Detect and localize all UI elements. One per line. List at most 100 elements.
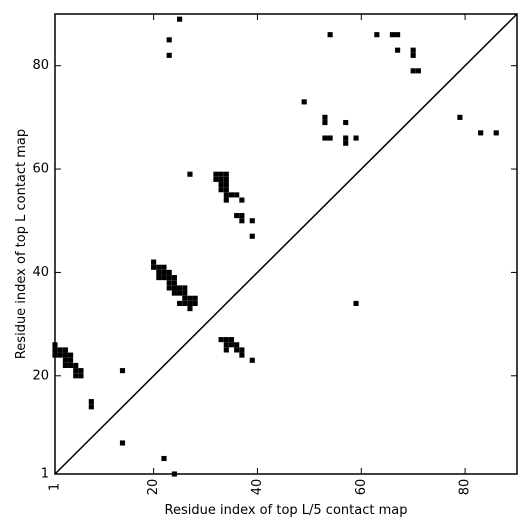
x-tick-label: 80 — [458, 479, 473, 496]
contact-point — [343, 135, 349, 141]
contact-point — [182, 295, 188, 301]
contact-point — [218, 187, 224, 193]
contact-point — [73, 368, 79, 374]
contact-point — [218, 176, 224, 182]
contact-point — [223, 182, 229, 188]
contact-point — [234, 192, 240, 198]
contact-point — [182, 300, 188, 306]
contact-point — [151, 259, 157, 265]
contact-point — [88, 404, 94, 410]
contact-point — [249, 357, 255, 363]
contact-point — [239, 197, 245, 203]
contact-point — [156, 269, 162, 275]
contact-point — [177, 290, 183, 296]
contact-point — [223, 171, 229, 177]
contact-point — [239, 213, 245, 219]
contact-point — [73, 362, 79, 369]
contact-point — [478, 130, 484, 136]
contact-point — [62, 352, 68, 358]
contact-point — [192, 295, 198, 301]
contact-point — [62, 347, 68, 353]
contact-point — [182, 285, 188, 291]
contact-point — [395, 47, 401, 53]
contact-point — [374, 32, 380, 38]
contact-point — [177, 285, 183, 291]
contact-point — [78, 373, 84, 379]
contact-point — [161, 275, 167, 281]
contact-point — [166, 269, 172, 275]
contact-point — [166, 37, 172, 43]
contact-point — [187, 300, 193, 306]
contact-point — [73, 373, 79, 379]
contact-point — [353, 135, 359, 141]
y-tick-label: 80 — [32, 58, 49, 73]
contact-point — [218, 182, 224, 188]
contact-point — [410, 52, 416, 58]
contact-point — [493, 130, 499, 136]
contact-point — [161, 455, 167, 462]
contact-point — [62, 357, 68, 363]
contact-point — [166, 285, 172, 291]
contact-point — [177, 16, 183, 22]
contact-point — [166, 52, 172, 58]
plot-area — [52, 13, 518, 477]
contact-point — [228, 337, 235, 343]
contact-point — [249, 218, 255, 224]
contact-point — [327, 135, 333, 141]
contact-point — [187, 171, 193, 177]
y-tick-label: 40 — [32, 265, 49, 280]
contact-point — [68, 362, 74, 369]
contact-point — [166, 280, 172, 286]
contact-point — [52, 342, 58, 348]
contact-point — [156, 264, 162, 270]
contact-point — [223, 187, 229, 193]
contact-point — [88, 399, 94, 405]
contact-point — [343, 119, 349, 126]
diagonal-line — [54, 13, 518, 475]
contact-point — [301, 99, 307, 105]
contact-point — [343, 140, 349, 146]
contact-point — [223, 192, 229, 198]
contact-point — [57, 352, 63, 358]
contact-point — [177, 300, 183, 306]
contact-point — [234, 213, 240, 219]
contact-point — [223, 342, 229, 348]
contact-point — [182, 290, 188, 296]
contact-point — [353, 300, 359, 306]
contact-point — [223, 337, 229, 343]
contact-point — [171, 285, 177, 291]
contact-point — [151, 264, 157, 270]
contact-point — [239, 347, 245, 353]
contact-point — [218, 171, 224, 177]
contact-point — [161, 264, 167, 270]
x-axis: 1 20 40 60 80 — [48, 14, 473, 495]
x-tick-label: 1 — [48, 483, 63, 491]
contact-point — [239, 352, 245, 358]
contact-point — [228, 192, 235, 198]
contact-point — [156, 275, 162, 281]
contact-point — [327, 32, 333, 38]
contact-point — [119, 440, 126, 446]
contact-point — [68, 352, 74, 358]
contact-point — [234, 342, 240, 348]
contact-point — [322, 119, 328, 126]
contact-point — [171, 275, 177, 281]
contact-point — [78, 368, 84, 374]
contact-point — [218, 337, 224, 343]
contact-point — [410, 47, 416, 53]
contact-point — [57, 347, 63, 353]
contact-point — [223, 347, 229, 353]
contact-point — [213, 176, 219, 182]
contact-point — [228, 342, 235, 348]
contact-point — [52, 352, 58, 358]
contact-point — [166, 275, 172, 281]
contact-point — [457, 114, 463, 120]
contact-point — [395, 32, 401, 38]
contact-point — [62, 362, 68, 369]
contact-point — [322, 135, 328, 141]
contact-point — [389, 32, 395, 38]
contact-point — [239, 218, 245, 224]
contact-point — [410, 68, 416, 74]
y-axis-label: Residue index of top L contact map — [14, 129, 29, 359]
